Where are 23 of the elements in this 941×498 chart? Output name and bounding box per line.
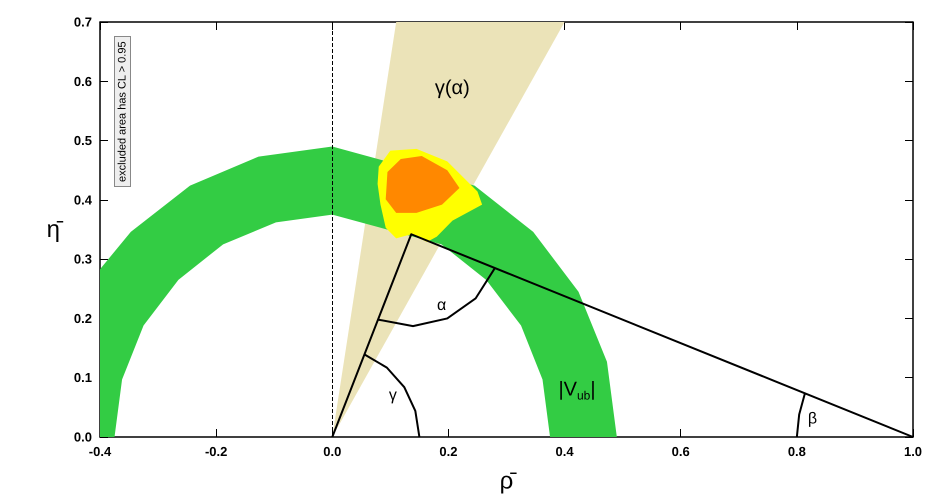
y-tick-label: 0.4: [74, 192, 93, 208]
x-tick-label: 0.6: [672, 444, 690, 459]
y-tick-label: 0.0: [74, 430, 92, 444]
y-tick-label: 0.5: [74, 133, 92, 148]
series-label: γ(α): [434, 77, 470, 99]
x-tick-label: 0.0: [323, 444, 342, 459]
y-tick-label: 0.3: [74, 252, 92, 267]
x-tick-label: 1.0: [904, 444, 922, 459]
x-tick-label: -0.4: [88, 444, 112, 459]
x-axis-title: ρ̄: [500, 468, 518, 494]
x-tick-label: 0.2: [439, 444, 458, 459]
x-tick-label: 0.4: [556, 444, 574, 459]
series-label: γ: [388, 386, 397, 404]
x-tick-label: -0.2: [204, 444, 228, 459]
y-tick-label: 0.6: [74, 74, 92, 89]
y-tick-label: 0.7: [74, 14, 92, 30]
y-axis-title: η̄: [46, 216, 64, 243]
y-tick-label: 0.2: [74, 310, 92, 326]
series-label: α: [437, 297, 446, 314]
annotation: excluded area has CL > 0.95: [116, 41, 128, 182]
y-tick-label: 0.1: [74, 370, 92, 386]
series-label: β: [808, 410, 818, 428]
x-tick-label: 0.8: [788, 444, 806, 459]
